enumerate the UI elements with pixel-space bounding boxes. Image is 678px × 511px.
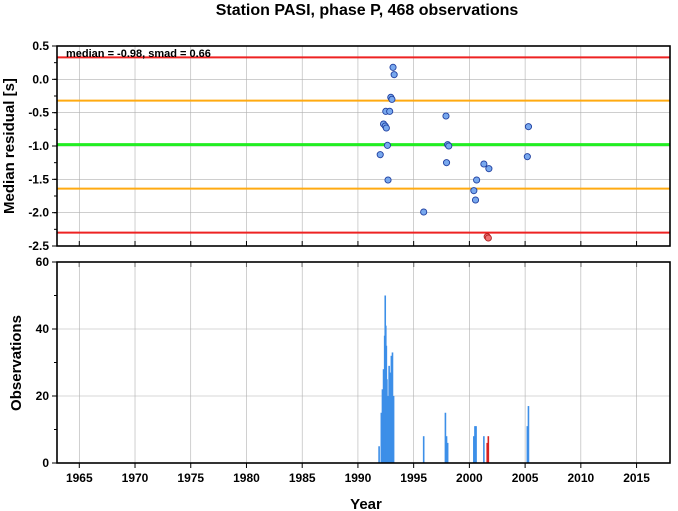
- observation-bar: [386, 379, 388, 463]
- residual-point: [389, 63, 397, 71]
- observation-bar: [527, 406, 530, 463]
- residual-point: [524, 123, 533, 131]
- observation-bar: [389, 372, 392, 463]
- residual-point: [442, 112, 450, 120]
- x-tick-label: 1965: [66, 471, 93, 485]
- observation-bar: [378, 446, 380, 463]
- residual-point: [382, 124, 390, 132]
- residual-y-label: Median residual [s]: [1, 78, 18, 214]
- residual-panel: median = -0.98, smad = 0.66 0.5 0.0 -0.5 -1…: [1, 39, 671, 267]
- observation-bar: [446, 442, 449, 463]
- highlight-bar: [486, 442, 489, 463]
- residual-point: [470, 187, 478, 195]
- residual-point: [471, 196, 480, 204]
- observation-bar: [392, 396, 395, 463]
- residual-point: [386, 107, 394, 115]
- residual-point: [473, 176, 481, 184]
- observations-y-ticks: 0 20 40 60: [36, 255, 57, 470]
- observation-bar: [474, 426, 476, 463]
- residual-point: [442, 159, 451, 167]
- residual-point: [390, 71, 398, 79]
- x-tick-label: 1975: [177, 471, 204, 485]
- x-axis-label: Year: [350, 496, 382, 511]
- observations-panel: 0 20 40 60 1965 1970 1975 1980 1985 1990 1995 2000…: [8, 255, 671, 511]
- outlier-point: [484, 234, 492, 242]
- residual-reference-lines: [57, 56, 670, 234]
- x-tick-label: 2010: [567, 471, 594, 485]
- residual-point: [384, 176, 392, 184]
- residual-point: [480, 160, 488, 168]
- residual-points: [376, 63, 533, 242]
- chart-title: Station PASI, phase P, 468 observations: [216, 2, 519, 19]
- observations-y-tick-label: 60: [36, 255, 50, 269]
- residual-y-ticks: 0.5 0.0 -0.5 -1.0 -1.5 -2.0 -2.5: [28, 39, 57, 253]
- observation-bar: [444, 412, 447, 463]
- observations-y-tick-label: 20: [36, 389, 50, 403]
- observations-frame: [56, 261, 671, 464]
- observations-bars: [378, 295, 530, 463]
- observation-bar: [381, 389, 384, 463]
- observations-x-ticks: 1965 1970 1975 1980 1985 1990 1995 2000 2005 2010…: [66, 463, 650, 485]
- observation-bar: [387, 396, 389, 463]
- residual-point: [383, 141, 392, 149]
- residual-point: [388, 95, 396, 103]
- observation-bar: [475, 426, 477, 463]
- observations-y-tick-label: 0: [42, 456, 49, 470]
- residual-y-tick-label: -2.5: [28, 239, 49, 253]
- observation-bar: [422, 436, 425, 463]
- residual-y-tick-label: 0.0: [32, 72, 49, 86]
- residual-y-tick-label: -0.5: [28, 106, 49, 120]
- residual-point: [523, 153, 531, 161]
- x-tick-label: 2000: [456, 471, 483, 485]
- observation-bar: [445, 436, 448, 463]
- residual-point: [485, 165, 493, 173]
- observation-bar: [526, 426, 529, 463]
- observation-bar: [388, 365, 390, 463]
- x-tick-label: 1990: [345, 471, 372, 485]
- residual-point: [445, 142, 453, 150]
- observation-bar: [391, 352, 394, 463]
- x-tick-label: 2005: [512, 471, 539, 485]
- residual-y-tick-label: -1.0: [28, 139, 49, 153]
- residual-y-tick-label: -1.5: [28, 172, 49, 186]
- observations-grid: [57, 261, 670, 464]
- residual-annotation: median = -0.98, smad = 0.66: [66, 48, 211, 60]
- x-tick-label: 1970: [122, 471, 149, 485]
- x-tick-label: 1985: [289, 471, 316, 485]
- x-tick-label: 2015: [623, 471, 650, 485]
- x-tick-label: 1995: [400, 471, 427, 485]
- residual-y-tick-label: 0.5: [32, 39, 49, 53]
- highlight-bar: [487, 436, 490, 463]
- residual-point: [420, 208, 428, 216]
- observation-bar: [473, 436, 475, 463]
- x-tick-label: 1980: [233, 471, 260, 485]
- residual-y-tick-label: -2.0: [28, 206, 49, 220]
- observations-y-tick-label: 40: [36, 322, 50, 336]
- observation-bar: [380, 412, 383, 463]
- observation-bar: [390, 355, 393, 463]
- observations-y-label: Observations: [8, 315, 25, 411]
- observation-bar: [483, 436, 485, 463]
- residual-point: [376, 151, 384, 159]
